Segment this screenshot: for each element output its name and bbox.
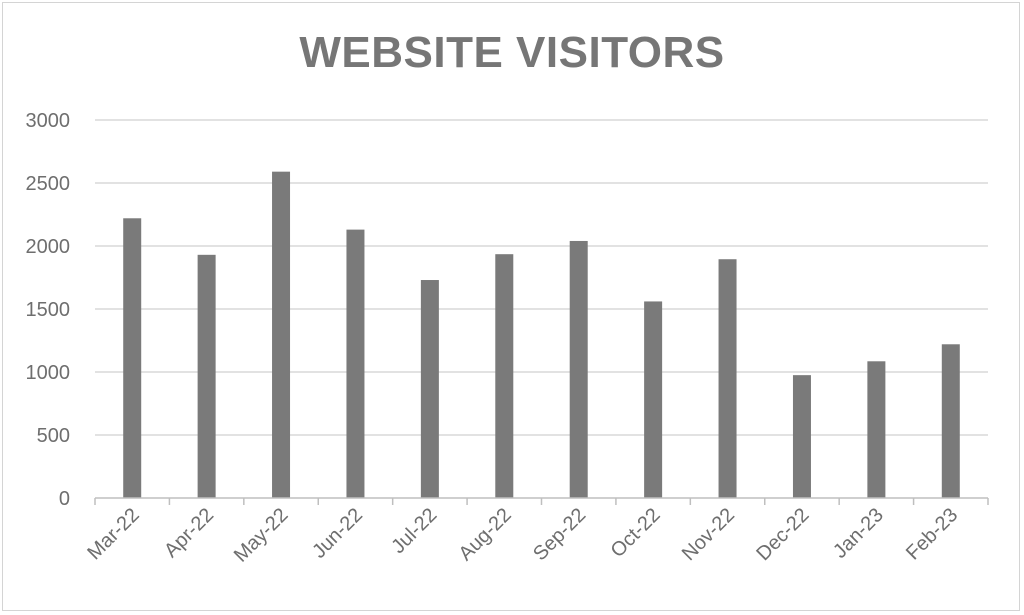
x-tick-label: Nov-22: [678, 504, 739, 565]
axes: [94, 497, 989, 505]
x-tick-label: Feb-23: [902, 504, 962, 564]
x-tick-label: Oct-22: [607, 504, 665, 562]
x-tick-label: Mar-22: [83, 504, 143, 564]
x-tick-label: Jan-23: [829, 504, 888, 563]
y-tick-label: 1000: [26, 362, 71, 384]
x-tick-label: Sep-22: [529, 504, 590, 565]
y-tick-label: 0: [59, 488, 70, 510]
bar-may-22: [272, 171, 291, 498]
y-tick-label: 3000: [26, 110, 71, 132]
x-tick-label: Jun-22: [308, 504, 367, 563]
y-tick-label: 500: [37, 425, 70, 447]
bar-aug-22: [495, 254, 514, 498]
x-tick-label: Dec-22: [752, 504, 813, 565]
bar-mar-22: [123, 218, 142, 498]
y-tick-label: 1500: [26, 299, 71, 321]
x-tick-label: May-22: [230, 504, 293, 567]
y-tick-label: 2000: [26, 236, 71, 258]
x-tick-label: Aug-22: [455, 504, 516, 565]
chart-title: WEBSITE VISITORS: [299, 28, 725, 77]
bars: [123, 171, 960, 498]
x-tick-label: Apr-22: [160, 504, 218, 562]
x-tick-label: Jul-22: [387, 504, 441, 558]
bar-oct-22: [644, 301, 663, 498]
bar-nov-22: [718, 259, 737, 498]
gridlines: [95, 119, 988, 436]
bar-sep-22: [569, 240, 588, 498]
bar-jul-22: [420, 280, 439, 498]
bar-apr-22: [197, 254, 216, 498]
bar-jun-22: [346, 229, 365, 498]
bar-dec-22: [792, 375, 811, 498]
bar-feb-23: [941, 344, 960, 498]
y-tick-label: 2500: [26, 173, 71, 195]
bar-jan-23: [867, 361, 886, 498]
